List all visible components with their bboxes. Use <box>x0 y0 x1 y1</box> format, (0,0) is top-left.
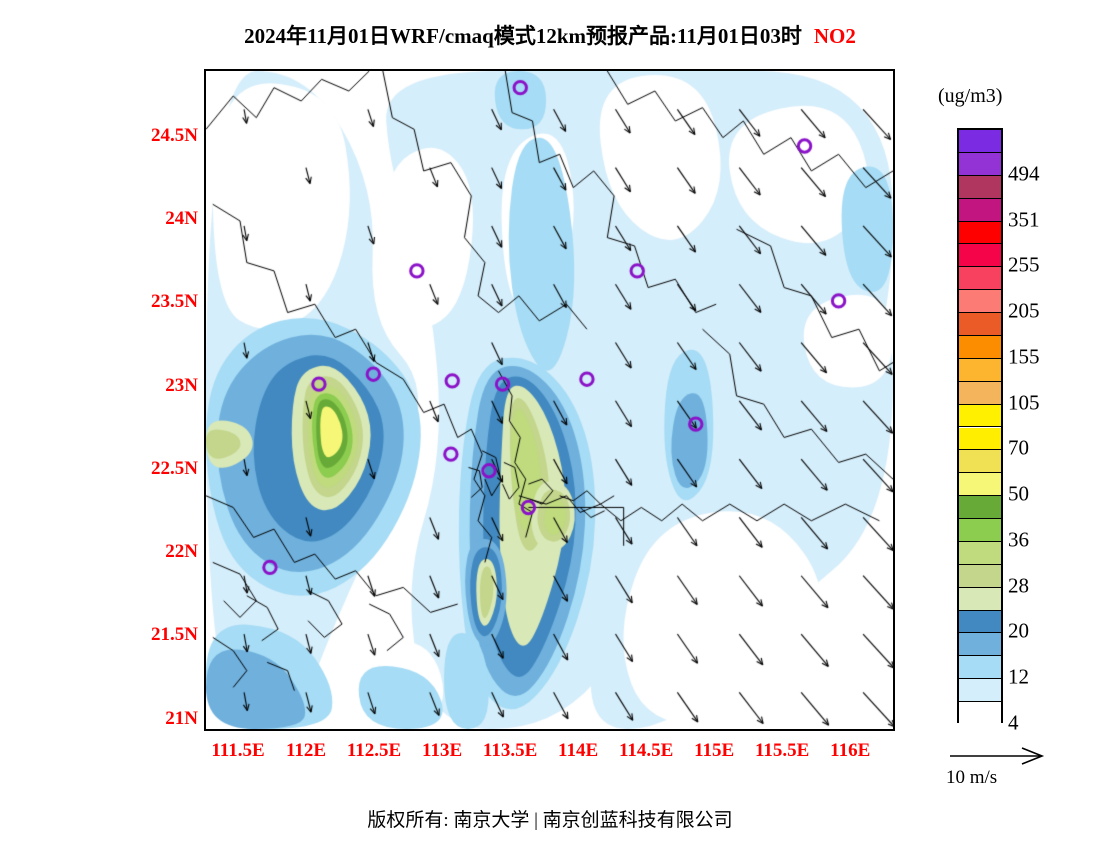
y-axis-tick-label: 22N <box>165 541 198 563</box>
colorbar-tick-label: 70 <box>1008 435 1029 460</box>
colorbar-tick-label: 28 <box>1008 573 1029 598</box>
colorbar-band[interactable] <box>959 679 1001 703</box>
colorbar-band[interactable] <box>959 152 1001 176</box>
colorbar-band[interactable] <box>959 175 1001 199</box>
y-axis-tick-label: 24N <box>165 207 198 229</box>
colorbar-unit-label: (ug/m3) <box>938 85 1003 107</box>
colorbar-band[interactable] <box>959 290 1001 314</box>
y-axis-tick-label: 23N <box>165 374 198 396</box>
colorbar-band[interactable] <box>959 519 1001 542</box>
colorbar-tick-label: 494 <box>1008 161 1040 186</box>
x-axis-tick-label: 112E <box>285 740 327 761</box>
x-axis-tick-label: 112.5E <box>346 740 402 761</box>
x-axis-labels: 111.5E 112E 112.5E 113E 113.5E 114E 114.5E 115E… <box>204 740 895 768</box>
title-main-text: 2024年11月01日WRF/cmaq模式12km预报产品:11月01日03时 <box>244 24 802 48</box>
title-species-label: NO2 <box>813 24 856 48</box>
y-axis-tick-label: 21.5N <box>151 624 198 646</box>
x-axis-tick-label: 113.5E <box>482 740 538 761</box>
y-axis-tick-label: 23.5N <box>151 291 198 313</box>
colorbar-band[interactable] <box>959 610 1001 634</box>
colorbar-band[interactable] <box>959 313 1001 336</box>
colorbar-band[interactable] <box>959 244 1001 268</box>
colorbar-band[interactable] <box>959 496 1001 520</box>
colorbar-tick-labels: 494 351 255 205 155 105 70 50 36 28 20 12 4 <box>1008 128 1098 734</box>
colorbar-band[interactable] <box>959 473 1001 497</box>
colorbar-band[interactable] <box>959 267 1001 291</box>
colorbar-band[interactable] <box>959 702 1001 725</box>
colorbar-band[interactable] <box>959 427 1001 451</box>
colorbar-tick-label: 351 <box>1008 207 1040 232</box>
y-axis-tick-label: 22.5N <box>151 457 198 479</box>
colorbar: (ug/m3) 494 351 255 205 155 105 70 50 36 28 20 12 4 <box>930 85 1100 745</box>
colorbar-band[interactable] <box>959 130 1001 153</box>
colorbar-band[interactable] <box>959 335 1001 359</box>
wind-scale-legend: 10 m/s <box>938 745 1098 795</box>
colorbar-band[interactable] <box>959 564 1001 588</box>
x-axis-tick-label: 115.5E <box>754 740 810 761</box>
colorbar-band[interactable] <box>959 404 1001 428</box>
colorbar-tick-label: 50 <box>1008 481 1029 506</box>
colorbar-band[interactable] <box>959 541 1001 565</box>
y-axis-tick-label: 21N <box>165 707 198 729</box>
colorbar-band[interactable] <box>959 587 1001 611</box>
colorbar-tick-label: 205 <box>1008 298 1040 323</box>
colorbar-tick-label: 105 <box>1008 390 1040 415</box>
x-axis-tick-label: 113E <box>422 740 463 761</box>
colorbar-tick-label: 36 <box>1008 527 1029 552</box>
x-axis-tick-label: 115E <box>694 740 735 761</box>
colorbar-tick-label: 20 <box>1008 618 1029 643</box>
x-axis-tick-label: 114.5E <box>618 740 674 761</box>
colorbar-band[interactable] <box>959 221 1001 245</box>
colorbar-tick-label: 255 <box>1008 252 1040 277</box>
colorbar-swatches[interactable] <box>957 128 1003 725</box>
colorbar-band[interactable] <box>959 656 1001 680</box>
x-axis-tick-label: 111.5E <box>211 740 265 761</box>
x-axis-tick-label: 116E <box>830 740 871 761</box>
colorbar-band[interactable] <box>959 358 1001 382</box>
x-axis-tick-label: 114E <box>558 740 599 761</box>
colorbar-tick-label: 4 <box>1008 710 1019 735</box>
colorbar-tick-label: 155 <box>1008 344 1040 369</box>
colorbar-tick-label: 12 <box>1008 664 1029 689</box>
copyright-footer: 版权所有: 南京大学 | 南京创蓝科技有限公司 <box>367 810 733 831</box>
y-axis-tick-label: 24.5N <box>151 124 198 146</box>
wind-arrow-icon <box>950 747 1045 765</box>
colorbar-band[interactable] <box>959 198 1001 222</box>
colorbar-band[interactable] <box>959 450 1001 474</box>
colorbar-band[interactable] <box>959 633 1001 657</box>
colorbar-band[interactable] <box>959 381 1001 405</box>
page-title: 2024年11月01日WRF/cmaq模式12km预报产品:11月01日03时 N… <box>0 20 1100 50</box>
y-axis-labels: 24.5N 24N 23.5N 23N 22.5N 22N 21.5N 21N <box>110 69 198 731</box>
wind-scale-label: 10 m/s <box>946 767 998 788</box>
map-plot-area[interactable] <box>204 69 895 731</box>
map-canvas[interactable] <box>206 71 893 729</box>
